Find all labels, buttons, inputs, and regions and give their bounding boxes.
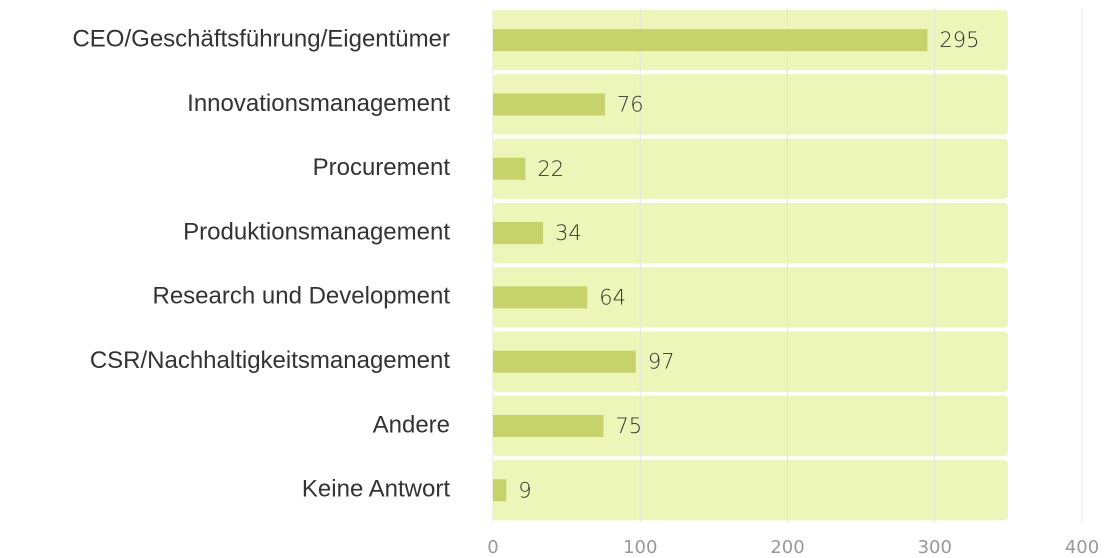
track — [493, 138, 1008, 199]
track — [493, 331, 1008, 392]
y-tick-label: CEO/Geschäftsführung/Eigentümer — [72, 25, 450, 52]
bar — [493, 286, 588, 309]
value-label: 22 — [537, 157, 564, 181]
y-tick-label: Procurement — [313, 154, 451, 181]
y-tick-label: Innovationsmanagement — [187, 90, 450, 117]
x-tick-label: 300 — [918, 537, 952, 558]
value-label: 64 — [599, 285, 626, 309]
track — [493, 460, 1008, 521]
x-tick-label: 100 — [623, 537, 657, 558]
track — [493, 202, 1008, 264]
bar — [493, 93, 605, 116]
value-label: 75 — [615, 414, 642, 438]
y-tick-label: Research und Development — [152, 283, 450, 310]
track — [493, 267, 1008, 328]
value-label: 34 — [555, 221, 582, 245]
track — [493, 395, 1008, 457]
value-label: 97 — [648, 350, 675, 374]
track — [493, 74, 1008, 135]
y-tick-label: Andere — [373, 411, 450, 438]
bar — [493, 479, 507, 502]
bar — [493, 414, 604, 437]
y-tick-label: Keine Antwort — [302, 476, 450, 503]
value-label: 9 — [518, 478, 531, 502]
x-tick-label: 400 — [1065, 537, 1099, 558]
y-tick-label: CSR/Nachhaltigkeitsmanagement — [90, 347, 451, 374]
bar — [493, 222, 544, 245]
bar — [493, 157, 526, 180]
x-tick-label: 200 — [770, 537, 804, 558]
value-label: 295 — [939, 28, 979, 52]
value-label: 76 — [617, 92, 644, 116]
bar — [493, 350, 636, 373]
y-tick-label: Produktionsmanagement — [183, 218, 450, 245]
x-tick-label: 0 — [487, 537, 498, 558]
bar — [493, 29, 928, 52]
